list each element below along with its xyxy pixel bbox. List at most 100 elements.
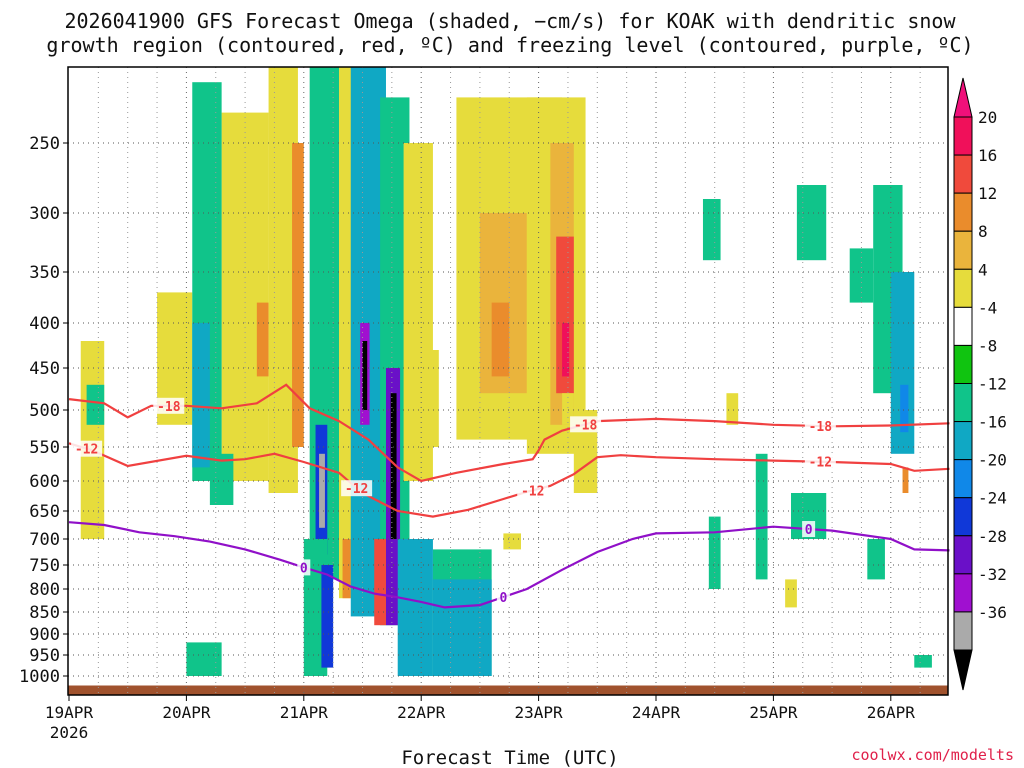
- omega-cell: [867, 539, 885, 580]
- isotherm-label: -12: [521, 484, 544, 499]
- omega-cell: [362, 341, 368, 410]
- isotherm-label-bg: [802, 521, 816, 538]
- y-tick-label: 950: [29, 646, 60, 666]
- omega-cell: [914, 655, 932, 668]
- x-axis-label: Forecast Time (UTC): [401, 747, 618, 768]
- isotherm-label: -18: [809, 420, 833, 435]
- colorbar-swatch: [953, 383, 973, 423]
- omega-cell: [556, 236, 574, 394]
- x-tick-label: 19APR: [45, 703, 94, 722]
- isotherm-line-0: [68, 521, 950, 609]
- colorbar-label: -8: [978, 336, 997, 355]
- colorbar-label: 16: [978, 146, 997, 165]
- x-tick-label: 23APR: [515, 703, 564, 722]
- omega-cell: [726, 393, 739, 425]
- y-tick-label: 700: [29, 530, 60, 550]
- isotherm-label: -18: [157, 400, 181, 415]
- colorbar-swatch: [953, 459, 973, 499]
- colorbar-legend: 20 16 12 8 4 -4 -8 -12 -16 -20 -24 -28 -32 -36: [953, 77, 1007, 691]
- chart-title-line1: 2026041900 GFS Forecast Omega (shaded, −…: [64, 9, 956, 33]
- omega-cell: [902, 467, 909, 493]
- y-tick-label: 300: [29, 204, 60, 224]
- omega-shading: [80, 67, 932, 676]
- colorbar-swatch: [953, 268, 973, 308]
- isotherm-label: 0: [300, 561, 308, 576]
- isotherm-label: -12: [345, 482, 368, 497]
- colorbar-label: -12: [978, 375, 1007, 394]
- isotherm-label: -18: [574, 418, 598, 433]
- omega-cell: [390, 393, 397, 539]
- omega-cell: [321, 565, 334, 668]
- omega-cell: [562, 323, 570, 377]
- isotherm-label-bg: [297, 559, 311, 576]
- y-axis: 2503003504004505005506006507007508008509…: [19, 134, 68, 687]
- x-tick-label: 25APR: [749, 703, 798, 722]
- colorbar-label: 12: [978, 184, 997, 203]
- terrain-band: [68, 685, 948, 695]
- colorbar-label: -24: [978, 489, 1007, 508]
- colorbar-swatch: [953, 306, 973, 346]
- omega-cell: [785, 579, 797, 608]
- terrain-layer: [68, 685, 948, 695]
- colorbar-swatch: [953, 154, 973, 194]
- isotherm-label-bg: [570, 416, 602, 433]
- colorbar-swatch: [953, 116, 973, 156]
- omega-cell: [319, 453, 325, 528]
- isotherm-line--12: [68, 442, 950, 518]
- omega-cell: [80, 341, 105, 539]
- y-tick-label: 900: [29, 625, 60, 645]
- y-tick-label: 450: [29, 359, 60, 379]
- colorbar-swatch: [953, 344, 973, 384]
- colorbar-bottom-arrow: [953, 649, 973, 691]
- omega-cell: [421, 350, 439, 447]
- colorbar-swatch: [953, 192, 973, 232]
- y-tick-label: 1000: [19, 667, 60, 687]
- omega-cell: [432, 579, 492, 676]
- isotherm-label: 0: [499, 591, 507, 606]
- y-tick-label: 550: [29, 438, 60, 458]
- x-tick-label: 21APR: [280, 703, 329, 722]
- colorbar-label: 8: [978, 222, 988, 241]
- colorbar-label: -16: [978, 413, 1007, 432]
- isotherm-label: -12: [809, 456, 832, 471]
- colorbar-label: -32: [978, 565, 1007, 584]
- omega-cell: [491, 302, 510, 377]
- grid-lines: [68, 67, 948, 695]
- omega-cell: [221, 112, 269, 481]
- isotherm-label-bg: [71, 440, 103, 457]
- omega-cell: [503, 533, 521, 550]
- isotherm-label-bg: [496, 589, 510, 606]
- colorbar-swatch: [953, 421, 973, 461]
- x-tick-sublabel: 2026: [50, 723, 89, 742]
- colorbar-label: 4: [978, 260, 988, 279]
- isotherm-label-bg: [341, 480, 373, 497]
- chart-title-line2: growth region (contoured, red, ºC) and f…: [46, 33, 973, 57]
- y-tick-label: 600: [29, 472, 60, 492]
- y-tick-label: 850: [29, 603, 60, 623]
- omega-cell: [900, 384, 909, 433]
- y-tick-label: 500: [29, 401, 60, 421]
- colorbar-label: -4: [978, 298, 997, 317]
- isotherm-contours: -18 -18 -18 -12 -12 -12 -12 0 0 0: [68, 383, 950, 609]
- omega-cell: [374, 539, 386, 626]
- y-tick-label: 750: [29, 556, 60, 576]
- omega-cell: [702, 199, 721, 261]
- isotherm-label-bg: [804, 453, 836, 470]
- isotherm-label-bg: [153, 397, 185, 414]
- y-tick-label: 250: [29, 134, 60, 154]
- y-tick-label: 350: [29, 263, 60, 283]
- omega-cell: [342, 539, 351, 599]
- omega-cell: [796, 185, 827, 261]
- plot-frame: [67, 66, 949, 696]
- omega-cell: [292, 143, 304, 447]
- colorbar-swatch: [953, 611, 973, 651]
- isotherm-label: -12: [75, 443, 98, 458]
- isotherm-label-bg: [804, 417, 836, 434]
- y-tick-label: 800: [29, 580, 60, 600]
- omega-cell: [192, 323, 210, 468]
- omega-cell: [755, 453, 768, 580]
- y-tick-label: 650: [29, 502, 60, 522]
- colorbar-swatch: [953, 535, 973, 575]
